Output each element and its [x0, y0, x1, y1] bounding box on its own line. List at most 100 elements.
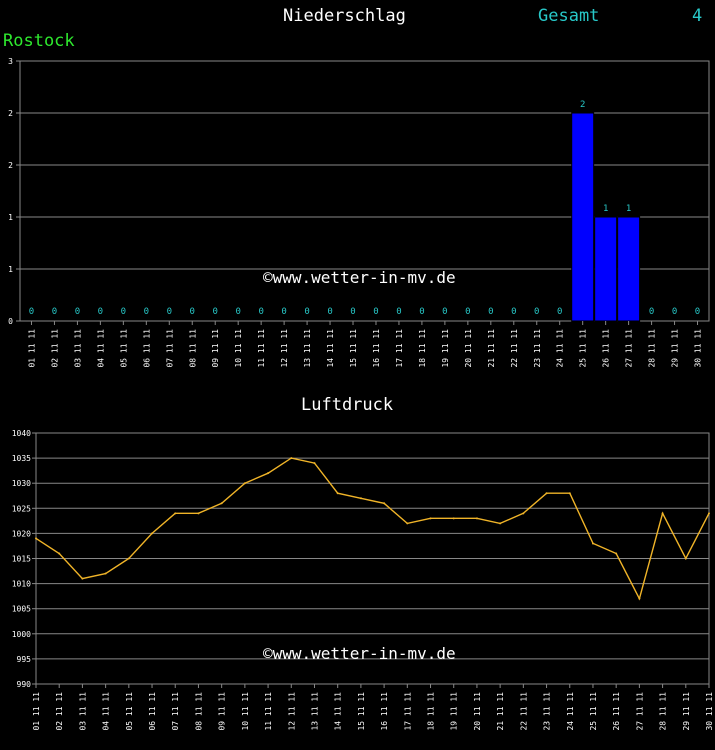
bar-xtick-label: 18 11 11: [418, 329, 427, 368]
precip-bar: [571, 112, 595, 322]
line-xtick-label: 24 11 11: [566, 692, 575, 731]
pressure-point: [545, 492, 548, 495]
pressure-line: [35, 457, 710, 601]
bar-xtick-label: 22 11 11: [510, 329, 519, 368]
precip-value-label: 0: [649, 307, 654, 317]
precip-value-label: 0: [258, 307, 263, 317]
line-ytick-label: 1015: [12, 555, 31, 564]
line-ytick-label: 995: [17, 655, 32, 664]
precip-value-label: 0: [121, 307, 126, 317]
line-xtick-label: 28 11 11: [659, 692, 668, 731]
bar-ytick-label: 2: [8, 109, 13, 118]
pressure-point: [197, 512, 200, 515]
line-xtick-label: 11 11 11: [264, 692, 273, 731]
bar-xtick-label: 10 11 11: [234, 329, 243, 368]
total-value: 4: [692, 6, 703, 26]
pressure-point: [615, 552, 618, 555]
pressure-point: [661, 512, 664, 515]
bar-xtick-label: 24 11 11: [556, 329, 565, 368]
bar-xtick-label: 11 11 11: [257, 329, 266, 368]
pressure-point: [58, 552, 61, 555]
bar-xtick-label: 02 11 11: [50, 329, 59, 368]
precip-value-label: 0: [281, 307, 286, 317]
line-xtick-label: 20 11 11: [473, 692, 482, 731]
line-xtick-label: 10 11 11: [241, 692, 250, 731]
precip-value-label: 0: [98, 307, 103, 317]
watermark-precipitation: ©www.wetter-in-mv.de: [263, 268, 456, 287]
pressure-point: [174, 512, 177, 515]
precip-value-label: 0: [465, 307, 470, 317]
bar-plot-frame: [19, 60, 710, 322]
bar-xtick-label: 27 11 11: [625, 329, 634, 368]
pressure-point: [336, 492, 339, 495]
pressure-point: [568, 492, 571, 495]
pressure-point: [429, 517, 432, 520]
bar-xtick-label: 30 11 11: [694, 329, 703, 368]
line-ytick-label: 1020: [12, 529, 31, 538]
line-xtick-label: 29 11 11: [682, 692, 691, 731]
line-xtick-label: 02 11 11: [55, 692, 64, 731]
precip-value-label: 0: [672, 307, 677, 317]
pressure-point: [359, 497, 362, 500]
precip-value-label: 0: [350, 307, 355, 317]
precip-value-label: 0: [29, 307, 34, 317]
line-xtick-label: 23 11 11: [543, 692, 552, 731]
line-ytick-label: 1010: [12, 580, 31, 589]
bar-xtick-label: 01 11 11: [27, 329, 36, 368]
line-xtick-label: 18 11 11: [427, 692, 436, 731]
bar-xtick-label: 05 11 11: [119, 329, 128, 368]
precip-bar: [617, 216, 641, 322]
bar-xtick-label: 13 11 11: [303, 329, 312, 368]
pressure-point: [243, 482, 246, 485]
line-ytick-label: 990: [17, 680, 32, 689]
total-label: Gesamt: [538, 6, 600, 26]
bar-xtick-label: 03 11 11: [73, 329, 82, 368]
line-ytick-label: 1030: [12, 479, 31, 488]
pressure-point: [708, 512, 710, 515]
precip-value-label: 0: [419, 307, 424, 317]
bar-xtick-label: 16 11 11: [372, 329, 381, 368]
bar-xtick-label: 08 11 11: [188, 329, 197, 368]
bar-ytick-label: 2: [8, 161, 13, 170]
pressure-point: [406, 522, 409, 525]
line-xtick-label: 16 11 11: [380, 692, 389, 731]
bar-xtick-label: 12 11 11: [280, 329, 289, 368]
pressure-point: [151, 532, 154, 535]
line-xtick-label: 25 11 11: [589, 692, 598, 731]
precip-value-label: 0: [695, 307, 700, 317]
bar-ytick-label: 1: [8, 213, 13, 222]
line-xtick-label: 05 11 11: [125, 692, 134, 731]
precip-value-label: 0: [75, 307, 80, 317]
line-xtick-label: 19 11 11: [450, 692, 459, 731]
line-xtick-label: 01 11 11: [32, 692, 41, 731]
precip-bar: [594, 216, 618, 322]
precip-value-label: 1: [626, 204, 631, 214]
bar-xtick-label: 26 11 11: [602, 329, 611, 368]
precip-value-label: 0: [167, 307, 172, 317]
line-xtick-label: 07 11 11: [171, 692, 180, 731]
precip-value-label: 0: [511, 307, 516, 317]
station-name: Rostock: [3, 31, 75, 51]
pressure-point: [684, 557, 687, 560]
line-ytick-label: 1035: [12, 454, 31, 463]
precip-value-label: 0: [557, 307, 562, 317]
line-xtick-label: 04 11 11: [102, 692, 111, 731]
precip-value-label: 0: [442, 307, 447, 317]
precip-value-label: 0: [534, 307, 539, 317]
line-xtick-label: 03 11 11: [78, 692, 87, 731]
bar-xtick-label: 09 11 11: [211, 329, 220, 368]
bar-xtick-label: 19 11 11: [441, 329, 450, 368]
bar-ytick-label: 3: [8, 57, 13, 66]
precip-value-label: 0: [488, 307, 493, 317]
precip-value-label: 0: [235, 307, 240, 317]
precip-value-label: 0: [213, 307, 218, 317]
line-xtick-label: 09 11 11: [218, 692, 227, 731]
line-xtick-label: 06 11 11: [148, 692, 157, 731]
bar-xtick-label: 23 11 11: [533, 329, 542, 368]
pressure-point: [499, 522, 502, 525]
precip-value-label: 0: [144, 307, 149, 317]
precip-value-label: 0: [373, 307, 378, 317]
bar-xtick-label: 17 11 11: [395, 329, 404, 368]
line-xtick-label: 30 11 11: [705, 692, 714, 731]
